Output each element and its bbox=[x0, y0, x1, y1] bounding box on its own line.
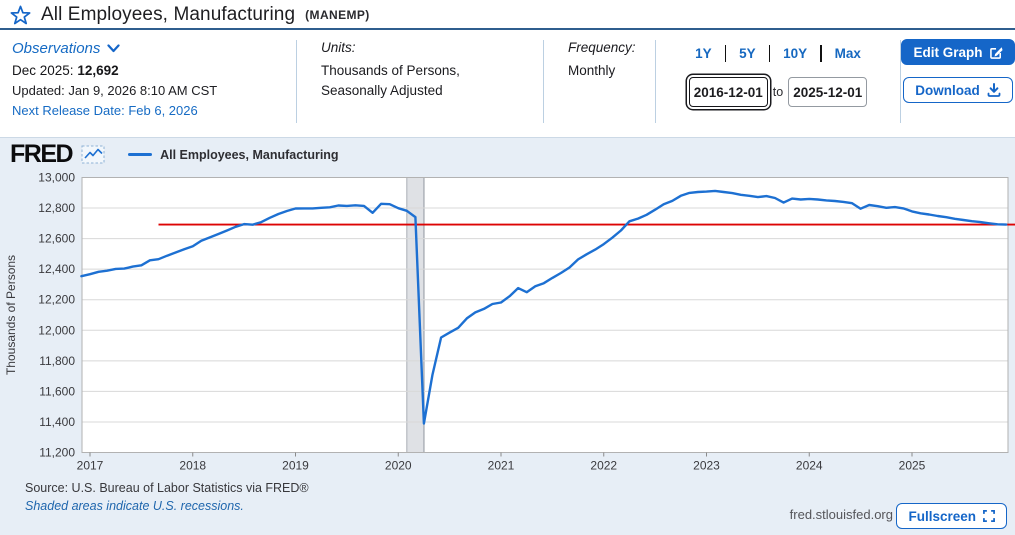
observations-dropdown[interactable]: Observations bbox=[12, 40, 120, 57]
legend-line-swatch bbox=[128, 153, 153, 156]
frequency-label: Frequency: bbox=[568, 40, 636, 55]
divider bbox=[820, 44, 822, 62]
series-ticker: (MANEMP) bbox=[305, 8, 370, 22]
edit-graph-button[interactable]: Edit Graph bbox=[901, 39, 1015, 65]
download-button[interactable]: Download bbox=[903, 77, 1013, 103]
divider bbox=[724, 44, 727, 62]
x-axis-tick-label: 2021 bbox=[488, 459, 515, 473]
y-axis-tick-label: 11,200 bbox=[39, 446, 75, 460]
graph-panel: 11,200 11,400 11,600 11,800 12,000 12,200 12,4… bbox=[0, 137, 1015, 535]
source-attribution: Source: U.S. Bureau of Labor Statistics … bbox=[25, 481, 309, 495]
y-axis-tick-label: 13,000 bbox=[38, 171, 75, 185]
range-presets: 1Y 5Y 10Y Max bbox=[695, 40, 861, 66]
y-axis-tick-label: 12,200 bbox=[38, 293, 75, 307]
y-axis-tick-label: 12,400 bbox=[38, 262, 75, 276]
divider bbox=[543, 40, 544, 123]
frequency-column: Frequency: Monthly bbox=[544, 30, 655, 135]
fred-sparkline-icon bbox=[81, 145, 105, 164]
header: All Employees, Manufacturing (MANEMP) Ob… bbox=[0, 0, 1015, 137]
recession-note-link[interactable]: Shaded areas indicate U.S. recessions. bbox=[25, 499, 244, 513]
observations-column: Observations Dec 2025: 12,692 Updated: J… bbox=[0, 30, 296, 135]
meta-bar: Observations Dec 2025: 12,692 Updated: J… bbox=[0, 30, 1015, 135]
fred-logo[interactable]: FRED bbox=[10, 140, 74, 168]
x-axis-tick-label: 2022 bbox=[590, 459, 617, 473]
edit-graph-label: Edit Graph bbox=[913, 44, 983, 60]
units-column: Units: Thousands of Persons, Seasonally … bbox=[297, 30, 543, 135]
x-axis-tick-label: 2017 bbox=[77, 459, 104, 473]
date-range-column: 1Y 5Y 10Y Max to bbox=[656, 30, 900, 135]
x-axis-tick-label: 2025 bbox=[899, 459, 926, 473]
y-axis-tick-label: 11,400 bbox=[39, 415, 75, 429]
legend-item: All Employees, Manufacturing bbox=[128, 148, 339, 162]
time-series-chart[interactable]: 11,200 11,400 11,600 11,800 12,000 12,200 12,4… bbox=[0, 138, 1015, 478]
range-to-label: to bbox=[772, 85, 784, 99]
plot-area[interactable] bbox=[82, 177, 1008, 453]
site-url: fred.stlouisfed.org bbox=[789, 507, 893, 522]
fullscreen-expand-icon bbox=[983, 510, 995, 522]
frequency-value: Monthly bbox=[568, 63, 616, 78]
range-inputs: to bbox=[688, 77, 868, 107]
recession-band bbox=[406, 177, 424, 453]
range-preset-max[interactable]: Max bbox=[834, 45, 861, 61]
edit-pencil-icon bbox=[989, 46, 1003, 59]
legend-row: FRED All Employees, Manufacturing bbox=[10, 142, 339, 167]
y-axis-title: Thousands of Persons bbox=[4, 255, 18, 375]
divider bbox=[655, 40, 656, 123]
favorite-star-icon[interactable] bbox=[10, 5, 31, 25]
next-release-link[interactable]: Next Release Date: Feb 6, 2026 bbox=[12, 103, 198, 118]
range-preset-1y[interactable]: 1Y bbox=[695, 45, 712, 61]
y-axis-tick-label: 11,600 bbox=[39, 384, 75, 398]
x-axis-tick-label: 2023 bbox=[693, 459, 720, 473]
y-axis-tick-label: 11,800 bbox=[39, 354, 75, 368]
divider bbox=[768, 44, 771, 62]
page-title: All Employees, Manufacturing bbox=[41, 4, 296, 25]
divider bbox=[296, 40, 297, 123]
x-axis-tick-label: 2024 bbox=[796, 459, 823, 473]
latest-value: 12,692 bbox=[77, 63, 119, 78]
legend-series-label: All Employees, Manufacturing bbox=[160, 147, 339, 162]
fullscreen-label: Fullscreen bbox=[908, 508, 976, 524]
range-preset-5y[interactable]: 5Y bbox=[739, 45, 756, 61]
y-axis-tick-label: 12,800 bbox=[38, 201, 75, 215]
x-axis-tick-label: 2020 bbox=[385, 459, 412, 473]
observations-label: Observations bbox=[12, 40, 101, 57]
updated-timestamp: Updated: Jan 9, 2026 8:10 AM CST bbox=[12, 83, 218, 98]
units-line2: Seasonally Adjusted bbox=[321, 83, 443, 99]
range-preset-10y[interactable]: 10Y bbox=[783, 45, 808, 61]
chevron-down-icon bbox=[107, 44, 120, 53]
download-icon bbox=[987, 83, 1001, 97]
actions-column: Edit Graph Download bbox=[901, 30, 1015, 135]
units-line1: Thousands of Persons, bbox=[321, 63, 460, 78]
y-axis-tick-label: 12,000 bbox=[38, 323, 75, 337]
series-line bbox=[80, 189, 1008, 425]
units-label: Units: bbox=[321, 40, 356, 55]
download-label: Download bbox=[915, 82, 980, 98]
start-date-input[interactable] bbox=[688, 77, 768, 107]
latest-period: Dec 2025: bbox=[12, 63, 74, 78]
plot-border bbox=[81, 177, 1009, 453]
y-axis-tick-label: 12,600 bbox=[38, 232, 75, 246]
fullscreen-button[interactable]: Fullscreen bbox=[896, 503, 1007, 529]
divider bbox=[900, 40, 901, 123]
end-date-input[interactable] bbox=[788, 77, 868, 107]
title-row: All Employees, Manufacturing (MANEMP) bbox=[0, 0, 1015, 30]
latest-observation: Dec 2025: 12,692 bbox=[12, 63, 296, 78]
x-axis-tick-label: 2018 bbox=[179, 459, 206, 473]
x-axis-tick-label: 2019 bbox=[282, 459, 309, 473]
